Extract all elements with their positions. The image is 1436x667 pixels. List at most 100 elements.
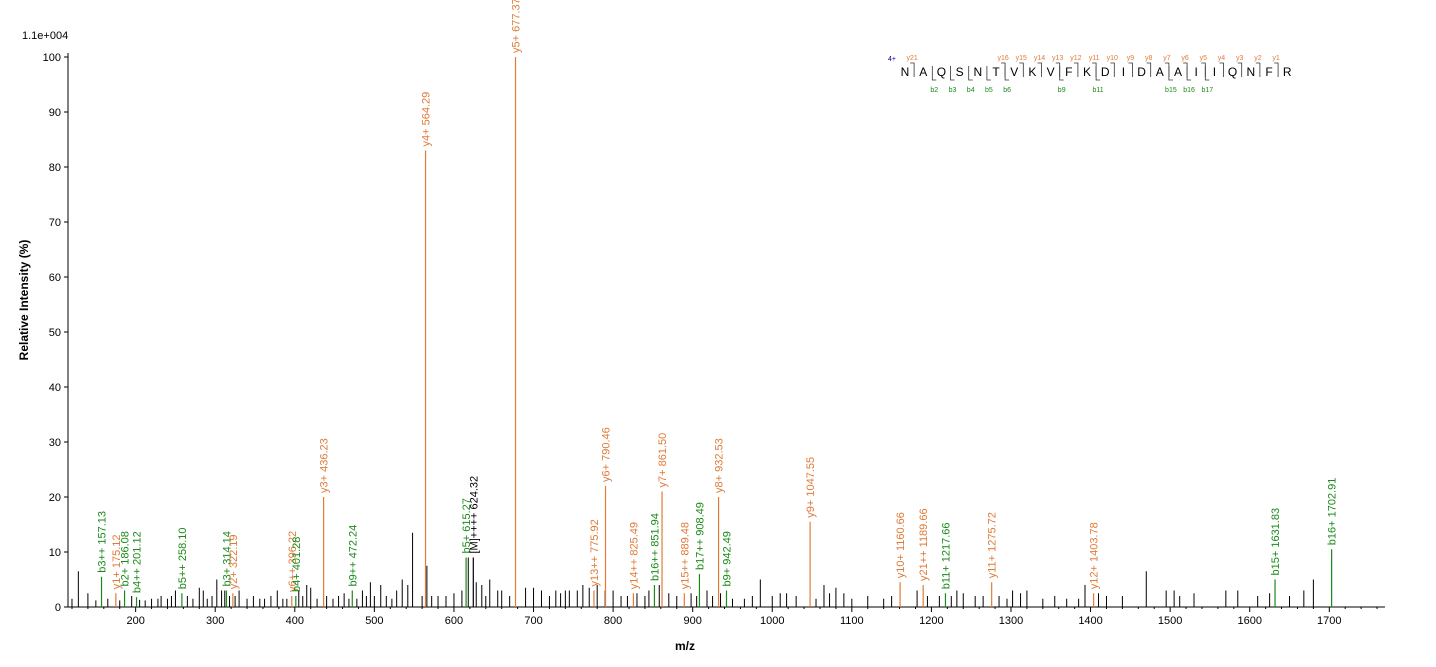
y-ion-label: y8 [1145,55,1153,62]
b-ion-bracket [1186,66,1192,81]
b-ion-label: b6 [1003,87,1011,94]
peak-label: b5++ 258.10 [177,527,189,589]
peak-label: b5+ 615.27 [461,498,473,553]
peak-label: b9+ 942.49 [721,531,733,586]
peak-label: y6++ 396.22 [287,531,299,592]
x-tick-label: 1100 [840,615,864,627]
b-ion-label: b9 [1058,87,1066,94]
peak-label: b16++ 851.94 [649,513,661,581]
b-ion-label: b3 [949,87,957,94]
residue: I [1195,65,1198,79]
y-tick-label: 20 [49,492,61,504]
y-ion-label: y13 [1052,55,1063,62]
peak-label: y14++ 825.49 [628,522,640,589]
b-ion-bracket [1168,66,1173,81]
y-ion-bracket [1219,62,1224,77]
y-ion-bracket [1201,62,1206,77]
residue: A [919,65,927,79]
x-tick-label: 800 [604,615,622,627]
b-ion-label: b15 [1165,87,1177,94]
y-ion-label: y15 [1016,55,1027,62]
x-tick-label: 1700 [1317,615,1341,627]
x-axis-title: m/z [675,639,695,653]
peak-label: y4+ 564.29 [421,92,433,147]
y-tick-label: 60 [49,272,61,284]
residue: T [992,65,1000,79]
peak-label: b17++ 908.49 [694,502,706,570]
y-ion-bracket [1164,62,1170,77]
y-tick-label: 90 [49,107,61,119]
unassigned-peaks [71,532,1314,607]
x-tick-label: 700 [524,615,542,627]
y-ion-label: y14 [1034,55,1045,62]
b-ion-bracket [968,66,973,81]
y-tick-label: 10 [49,547,61,559]
y-tick-label: 80 [49,162,61,174]
peak-label: b15+ 1631.83 [1270,508,1282,576]
y-ion-label: y5 [1200,55,1208,62]
b-ion-bracket [986,66,991,81]
charge-state: 4+ [888,56,896,63]
y-ion-bracket [1237,62,1243,77]
residue: F [1265,65,1272,79]
b-ion-bracket [931,66,937,81]
residue: R [1283,65,1292,79]
y-ion-bracket [1128,62,1133,77]
y-ion-bracket [1037,62,1042,77]
peak-label: b16+ 1702.91 [1327,478,1339,546]
x-tick-label: 1300 [999,615,1023,627]
x-tick-label: 300 [206,615,224,627]
peak-label: b4++ 201.12 [132,531,144,593]
y-ion-bracket [1146,62,1152,77]
peak-label: [M]++++ 624.32 [468,476,480,554]
y-tick-label: 50 [49,327,61,339]
x-tick-label: 1000 [760,615,784,627]
y-ion-label: y11 [1089,55,1100,62]
x-tick-label: 1400 [1078,615,1102,627]
y-ion-label: y21 [906,55,917,62]
y-ion-label: y2 [1254,55,1262,62]
residue: F [1065,65,1072,79]
residue: V [1010,65,1018,79]
y-ion-bracket [1073,62,1079,77]
y-tick-label: 0 [55,602,61,614]
peak-label: y11+ 1275.72 [987,512,999,578]
b-ion-label: b17 [1201,87,1213,94]
y-ion-label: y4 [1218,55,1226,62]
peak-label: b3+ 314.14 [221,531,233,586]
residue: D [1137,65,1146,79]
x-tick-label: 500 [365,615,383,627]
peak-label: y13++ 775.92 [589,519,601,586]
residue: D [1101,65,1110,79]
residue: Q [937,65,946,79]
x-tick-label: 400 [286,615,304,627]
y-tick-label: 40 [49,382,61,394]
peak-label: y8+ 932.53 [714,438,726,493]
x-tick-label: 900 [684,615,702,627]
peak-label: y21++ 1189.66 [918,508,930,581]
x-tick-label: 1600 [1237,615,1261,627]
b-ion-label: b2 [930,87,938,94]
peak-label: b2+ 186.08 [120,531,132,586]
y-ion-bracket [1055,62,1061,77]
b-ion-label: b5 [985,87,993,94]
y-tick-label: 70 [49,217,61,229]
b-ion-label: b16 [1183,87,1195,94]
peak-label: y15++ 889.48 [679,522,691,589]
y-ion-label: y6 [1181,55,1189,62]
b-ion-label: b11 [1093,87,1104,94]
y-ion-label: y3 [1236,55,1244,62]
peak-label: y2+ 322.19 [228,535,240,590]
y-ion-bracket [910,62,915,77]
peak-label: y7+ 861.50 [657,433,669,488]
b-ion-bracket [1204,66,1210,81]
residue: A [1174,65,1182,79]
b-ion-bracket [1059,66,1064,81]
peak-label: b3++ 157.13 [97,511,109,573]
y-tick-label: 30 [49,437,61,449]
x-tick-label: 600 [445,615,463,627]
residue: A [1156,65,1164,79]
y-ion-bracket [1183,62,1188,77]
